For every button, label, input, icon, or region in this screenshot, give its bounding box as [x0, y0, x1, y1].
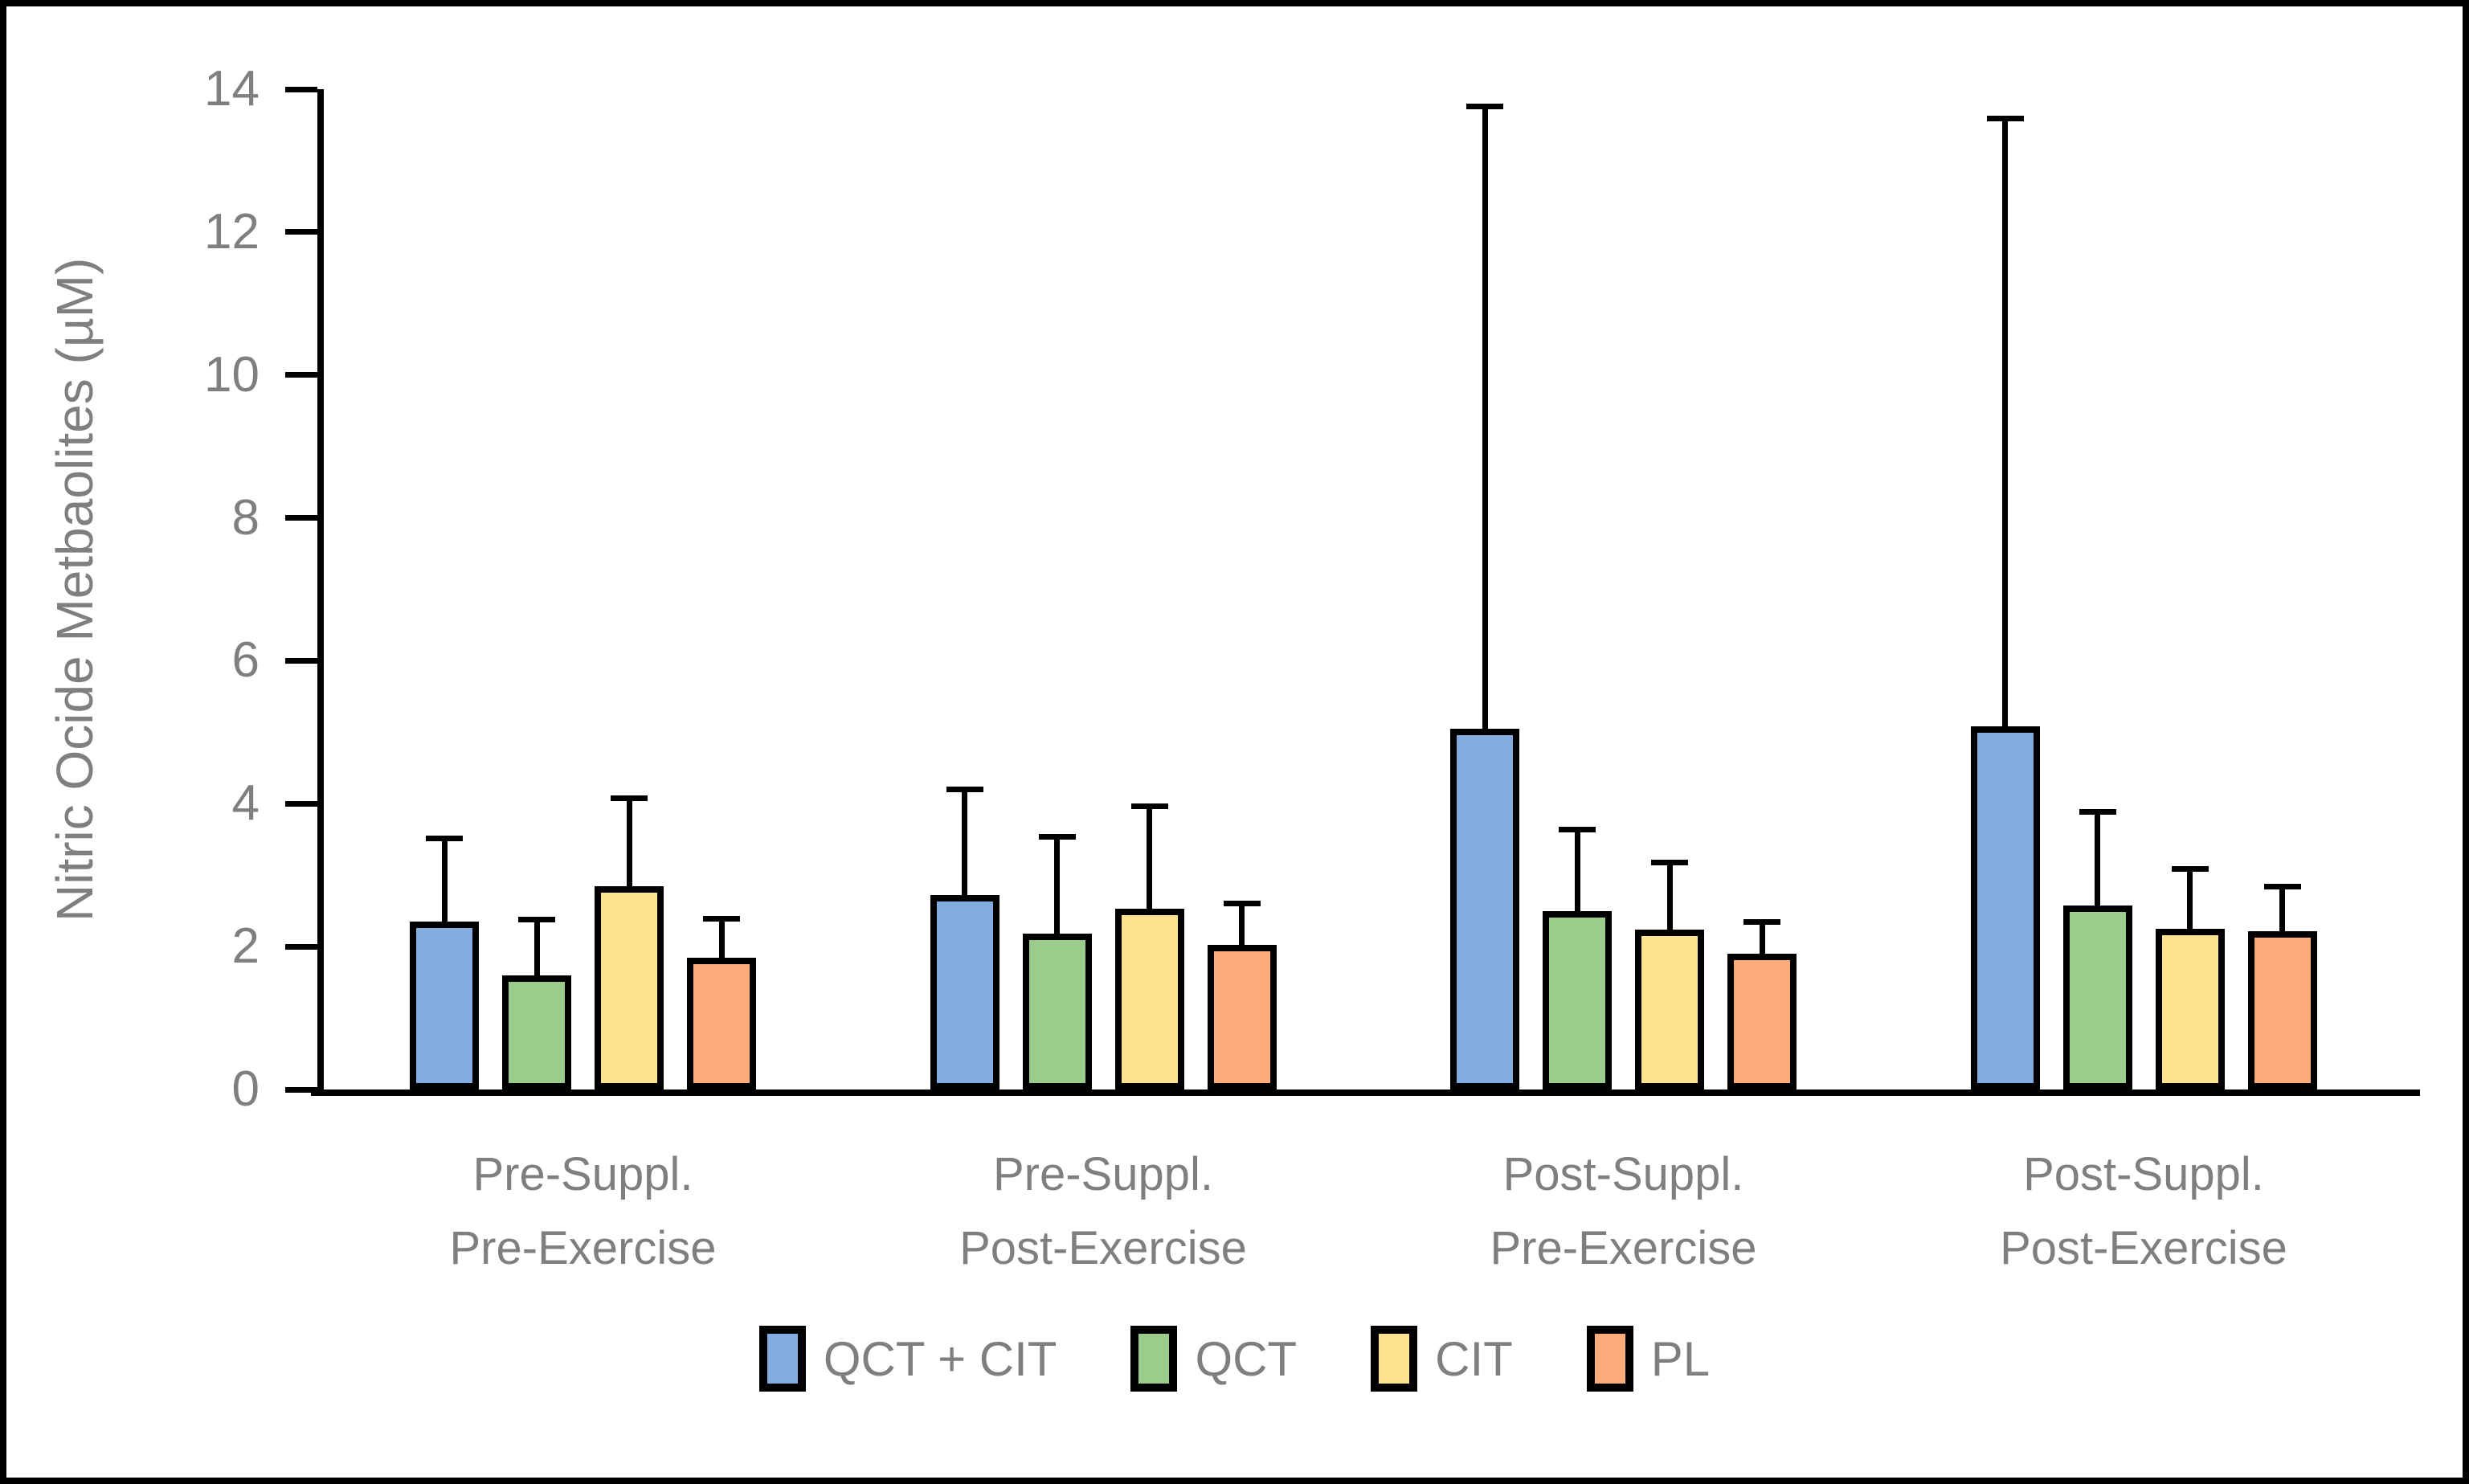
legend-swatch-icon [1371, 1326, 1418, 1392]
error-bar-line [1147, 803, 1152, 914]
y-tick-mark [285, 372, 317, 378]
error-bar-line [1666, 859, 1673, 934]
y-tick-mark [285, 515, 317, 521]
category-label-line: Pre-Suppl. [992, 1148, 1214, 1200]
legend-label: CIT [1435, 1331, 1513, 1386]
category-label-4: Post-Suppl. Post-Exercise [1884, 1138, 2403, 1286]
bar-group-4 [1970, 89, 2317, 1089]
error-bar-line [626, 795, 632, 891]
y-tick-label: 6 [231, 632, 260, 689]
error-bar-cap [518, 916, 555, 922]
category-label-3: Post-Suppl. Pre-Exercise [1364, 1138, 1883, 1286]
y-tick-mark [285, 657, 317, 664]
y-axis-title: Nitric Ocide Metbaolites (µM) [46, 257, 104, 922]
y-tick-mark [285, 943, 317, 950]
error-bar-cap [946, 786, 983, 792]
error-bar-cap [1466, 103, 1503, 109]
bar-pl-g2 [1207, 945, 1277, 1089]
error-bar-line [533, 916, 540, 980]
bar-pl-g4 [2247, 931, 2317, 1089]
legend-item-cit: CIT [1371, 1326, 1513, 1392]
error-bar-line [2279, 883, 2285, 937]
category-label-1: Pre-Suppl. Pre-Exercise [324, 1138, 843, 1286]
legend-item-qct+cit: QCT + CIT [758, 1326, 1057, 1392]
error-bar-cap [1651, 859, 1688, 865]
error-bar-line [1482, 103, 1488, 734]
error-bar-cap [2263, 883, 2301, 889]
category-label-line: Post-Suppl. [1502, 1148, 1744, 1200]
bar-group-2 [930, 89, 1277, 1089]
bar-qct-g4 [2062, 905, 2132, 1089]
error-bar-cap [2079, 808, 2116, 815]
error-bar-line [718, 915, 725, 963]
bar-qct+cit-g2 [930, 895, 999, 1089]
bar-qct-g1 [502, 975, 571, 1089]
error-bar-line [1574, 826, 1580, 916]
bar-cit-g1 [595, 885, 664, 1089]
error-bar-cap [2171, 865, 2209, 872]
error-bar-line [1759, 919, 1765, 959]
error-bar-cap [611, 795, 648, 801]
y-tick-mark [285, 1086, 317, 1093]
legend-item-qct: QCT [1130, 1326, 1297, 1392]
y-tick-label: 0 [231, 1061, 260, 1117]
bar-pl-g1 [687, 958, 756, 1089]
error-bar-cap [703, 915, 740, 922]
error-bar-cap [1223, 901, 1261, 907]
bar-cit-g2 [1114, 909, 1184, 1089]
bar-qct+cit-g3 [1450, 728, 1519, 1089]
bar-qct-g3 [1543, 910, 1612, 1089]
category-label-2: Pre-Suppl. Post-Exercise [844, 1138, 1363, 1286]
error-bar-line [2095, 808, 2100, 910]
bar-qct-g2 [1022, 934, 1092, 1089]
error-bar-line [441, 836, 448, 927]
y-tick-mark [285, 86, 317, 92]
bar-group-1 [410, 89, 756, 1089]
y-axis-line [317, 89, 324, 1089]
y-tick-label: 12 [204, 203, 260, 260]
bar-qct+cit-g1 [410, 922, 479, 1089]
category-label-line: Pre-Exercise [1490, 1222, 1757, 1274]
legend-swatch-icon [1586, 1326, 1633, 1392]
legend-label: PL [1650, 1331, 1711, 1386]
error-bar-line [962, 786, 967, 901]
error-bar-cap [1986, 115, 2024, 121]
y-tick-label: 10 [204, 346, 260, 403]
error-bar-cap [1559, 826, 1596, 832]
bar-pl-g3 [1727, 954, 1797, 1089]
category-label-line: Post-Exercise [959, 1222, 1247, 1274]
x-axis-line [311, 1089, 2420, 1096]
y-tick-label: 8 [231, 489, 260, 546]
error-bar-cap [1743, 919, 1780, 926]
category-label-line: Pre-Suppl. [472, 1148, 693, 1200]
y-tick-mark [285, 229, 317, 235]
legend-label: QCT + CIT [823, 1331, 1057, 1386]
bar-qct+cit-g4 [1970, 726, 2040, 1089]
legend: QCT + CIT QCT CIT PL [6, 1326, 2463, 1392]
legend-item-pl: PL [1586, 1326, 1711, 1392]
error-bar-line [2002, 115, 2008, 732]
error-bar-line [1054, 833, 1060, 939]
plot-area: 0 2 4 6 8 10 12 14 [204, 61, 2420, 1117]
error-bar-cap [1130, 803, 1168, 810]
error-bar-line [1239, 901, 1245, 950]
bar-cit-g4 [2155, 928, 2225, 1089]
legend-label: QCT [1195, 1331, 1298, 1386]
error-bar-line [2187, 865, 2193, 934]
error-bar-cap [1038, 833, 1076, 840]
x-axis-category-labels: Pre-Suppl. Pre-Exercise Pre-Suppl. Post-Exe… [324, 1138, 2413, 1306]
legend-swatch-icon [1130, 1326, 1178, 1392]
category-label-line: Post-Suppl. [2023, 1148, 2264, 1200]
category-label-line: Pre-Exercise [449, 1222, 717, 1274]
error-bar-cap [426, 836, 463, 842]
bar-cit-g3 [1635, 929, 1704, 1089]
category-label-line: Post-Exercise [2000, 1222, 2287, 1274]
legend-swatch-icon [758, 1326, 806, 1392]
y-tick-label: 4 [231, 775, 260, 832]
bar-group-3 [1450, 89, 1797, 1089]
y-tick-mark [285, 800, 317, 807]
y-tick-label: 14 [204, 61, 260, 117]
y-tick-label: 2 [231, 918, 260, 975]
